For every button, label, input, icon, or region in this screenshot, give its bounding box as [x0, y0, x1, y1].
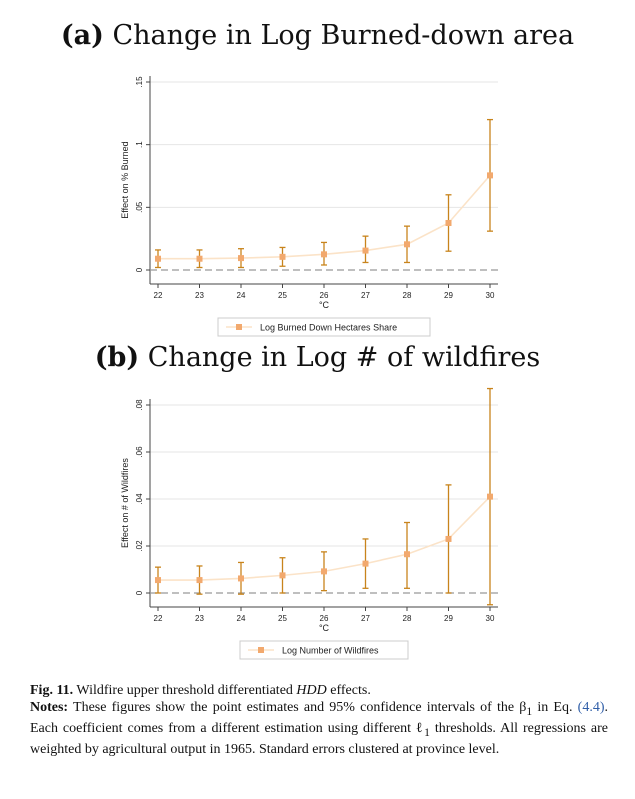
x-tick-label: 23	[195, 291, 204, 300]
x-axis-title: °C	[319, 300, 330, 310]
panel-a-title-text: Change in Log Burned-down area	[112, 20, 575, 51]
y-tick-label: .06	[135, 446, 144, 458]
x-tick-label: 25	[278, 614, 287, 623]
point-marker	[279, 253, 286, 260]
x-tick-label: 27	[361, 614, 370, 623]
caption-title-line: Fig. 11. Wildfire upper threshold differ…	[30, 682, 608, 699]
notes-text-3: . Each coefficient comes from a differen…	[30, 700, 608, 736]
x-tick-label: 25	[278, 291, 287, 300]
notes-text-1: These figures show the point estimates a…	[73, 700, 527, 715]
fig-label: Fig. 11.	[30, 683, 74, 698]
point-marker	[155, 577, 161, 584]
point-marker	[487, 493, 493, 500]
x-tick-label: 27	[361, 291, 370, 300]
notes-text-4: thresholds. All regressions are weighted…	[30, 720, 608, 757]
y-tick-label: .1	[135, 141, 144, 148]
point-marker	[404, 551, 410, 558]
legend-marker-swatch	[236, 324, 242, 330]
legend-label: Log Number of Wildfires	[282, 646, 379, 656]
x-tick-label: 22	[154, 614, 163, 623]
legend-marker-swatch	[258, 647, 264, 653]
x-axis-title: °C	[319, 623, 330, 633]
x-tick-label: 30	[486, 291, 495, 300]
panel-a-title: (a) Change in Log Burned-down area	[0, 20, 635, 51]
equation-reference-link[interactable]: (4.4)	[577, 700, 605, 715]
point-marker	[362, 247, 369, 254]
x-tick-label: 29	[444, 614, 453, 623]
y-tick-label: 0	[135, 590, 144, 595]
x-tick-label: 28	[403, 614, 412, 623]
point-marker	[404, 241, 410, 248]
y-tick-label: .04	[135, 493, 144, 505]
legend-box	[239, 640, 409, 660]
y-tick-label: 0	[135, 267, 144, 272]
x-tick-label: 23	[195, 614, 204, 623]
panel-a-letter: (a)	[60, 20, 104, 51]
point-marker	[196, 577, 203, 584]
chart-b: 0 .02 .04 .06 .08 Effect on # of Wildfires 22 2…	[120, 387, 498, 660]
x-tick-label: 24	[237, 614, 246, 623]
figure-caption: Fig. 11. Wildfire upper threshold differ…	[30, 682, 608, 758]
point-marker	[238, 575, 244, 582]
fig-text-hdd: HDD	[296, 683, 327, 698]
notes-text-2: in Eq.	[532, 700, 578, 715]
point-marker	[321, 568, 327, 575]
legend-box	[217, 317, 431, 337]
x-tick-label: 26	[320, 291, 329, 300]
x-tick-label: 22	[154, 291, 163, 300]
notes-sub-2: 1	[424, 725, 430, 739]
point-marker	[279, 572, 286, 579]
point-marker	[487, 172, 493, 179]
panel-b-letter: (b)	[94, 342, 140, 373]
y-tick-label: .15	[135, 76, 144, 88]
x-tick-label: 26	[320, 614, 329, 623]
legend-label: Log Burned Down Hectares Share	[260, 323, 397, 333]
y-axis-title: Effect on # of Wildfires	[120, 458, 130, 548]
notes-sub-1: 1	[526, 704, 533, 718]
x-tick-label: 30	[486, 614, 495, 623]
fig-text-before: Wildfire upper threshold differentiated	[76, 683, 297, 698]
x-tick-label: 24	[237, 291, 246, 300]
chart-a: 0 .05 .1 .15 Effect on % Burned 22 23 24 25 26 27 2…	[120, 76, 498, 337]
point-marker	[238, 255, 244, 262]
point-marker	[196, 255, 203, 262]
y-tick-label: .08	[135, 399, 144, 411]
point-marker	[321, 251, 327, 258]
x-tick-label: 29	[444, 291, 453, 300]
point-marker	[445, 535, 452, 542]
x-tick-label: 28	[403, 291, 412, 300]
notes-label: Notes:	[30, 700, 69, 715]
point-marker	[362, 560, 369, 567]
point-marker	[445, 220, 452, 226]
point-marker	[155, 255, 161, 262]
y-axis-title: Effect on % Burned	[120, 141, 130, 218]
panel-b-title-text: Change in Log # of wildfires	[147, 342, 541, 373]
y-tick-label: .05	[135, 201, 144, 213]
fig-text-after: effects.	[326, 683, 371, 698]
panel-b-title: (b) Change in Log # of wildfires	[0, 342, 635, 373]
caption-notes: Notes: These figures show the point esti…	[30, 699, 608, 758]
y-tick-label: .02	[135, 540, 144, 552]
